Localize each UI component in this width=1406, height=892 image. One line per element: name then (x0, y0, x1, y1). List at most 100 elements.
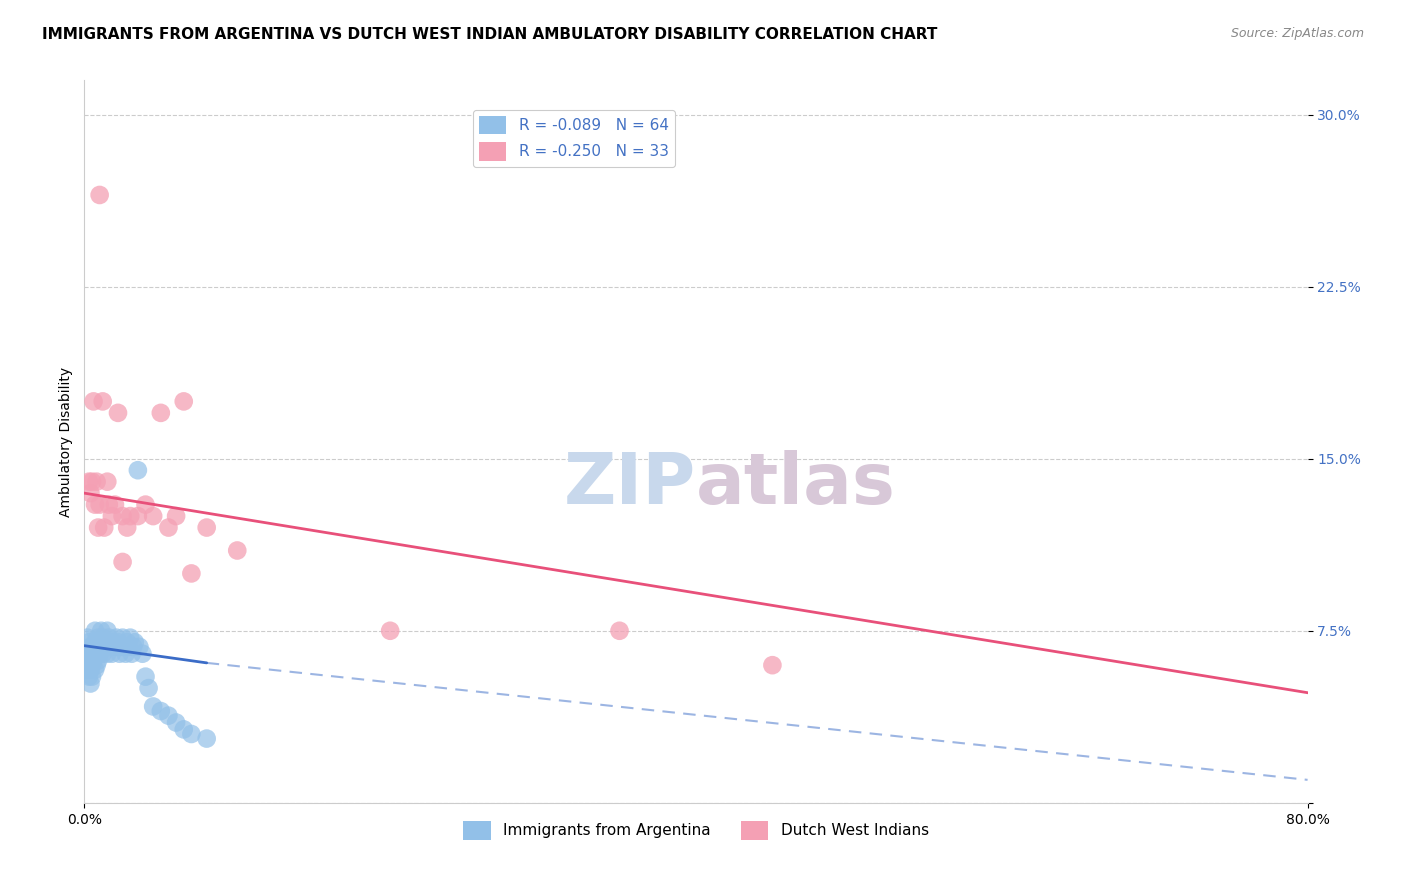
Point (110, 640, 132, 654)
Point (180, 566, 202, 581)
Text: Source: ZipAtlas.com: Source: ZipAtlas.com (1230, 27, 1364, 40)
Point (226, 543, 249, 558)
Point (75, 647, 97, 661)
Point (104, 640, 127, 654)
Point (84, 663, 107, 677)
Point (77, 635, 100, 649)
Point (80, 670, 103, 684)
Point (124, 635, 146, 649)
Point (118, 640, 141, 654)
Point (75, 663, 97, 677)
Point (76, 631, 98, 645)
Point (77, 654, 100, 668)
Point (87, 520, 110, 534)
Point (115, 520, 138, 534)
Point (83, 640, 105, 654)
Point (101, 509, 124, 524)
Point (121, 647, 143, 661)
Point (89, 647, 111, 661)
Point (112, 640, 135, 654)
Text: ZIP: ZIP (564, 450, 696, 519)
Point (114, 647, 136, 661)
Point (173, 723, 195, 737)
Point (84, 498, 107, 512)
Point (195, 731, 218, 746)
Point (84, 624, 107, 638)
Point (115, 635, 138, 649)
Y-axis label: Ambulatory Disability: Ambulatory Disability (59, 367, 73, 516)
Point (103, 635, 125, 649)
Point (86, 658, 108, 673)
Text: IMMIGRANTS FROM ARGENTINA VS DUTCH WEST INDIAN AMBULATORY DISABILITY CORRELATION: IMMIGRANTS FROM ARGENTINA VS DUTCH WEST … (42, 27, 938, 42)
Point (89, 498, 111, 512)
Point (101, 647, 124, 661)
Point (135, 670, 157, 684)
Point (111, 631, 134, 645)
Point (195, 520, 218, 534)
Point (107, 635, 129, 649)
Point (111, 555, 134, 569)
Point (180, 727, 202, 741)
Point (76, 647, 98, 661)
Point (80, 647, 103, 661)
Point (128, 640, 150, 654)
Point (98, 640, 121, 654)
Point (127, 463, 149, 477)
Point (122, 640, 145, 654)
Point (83, 654, 105, 668)
Point (86, 640, 108, 654)
Point (142, 699, 165, 714)
Point (87, 654, 110, 668)
Text: atlas: atlas (696, 450, 896, 519)
Point (165, 509, 187, 524)
Point (120, 631, 142, 645)
Point (89, 188, 111, 202)
Point (149, 704, 172, 718)
Point (138, 681, 160, 695)
Point (91, 394, 114, 409)
Point (157, 708, 180, 723)
Point (77, 670, 100, 684)
Point (80, 658, 103, 673)
Point (157, 520, 180, 534)
Point (96, 647, 118, 661)
Point (79, 676, 101, 690)
Point (79, 640, 101, 654)
Point (91, 631, 114, 645)
Point (120, 509, 142, 524)
Point (380, 624, 402, 638)
Point (93, 640, 115, 654)
Point (104, 498, 127, 512)
Point (90, 640, 112, 654)
Point (165, 715, 187, 730)
Point (84, 635, 107, 649)
Point (93, 520, 115, 534)
Point (83, 394, 105, 409)
Point (86, 647, 108, 661)
Point (135, 498, 157, 512)
Point (97, 498, 120, 512)
Point (86, 475, 108, 489)
Point (76, 658, 98, 673)
Point (79, 663, 101, 677)
Point (96, 475, 118, 489)
Point (87, 631, 110, 645)
Point (89, 635, 111, 649)
Point (761, 658, 783, 673)
Point (97, 631, 120, 645)
Point (173, 394, 195, 409)
Point (80, 475, 103, 489)
Point (142, 509, 165, 524)
Point (105, 631, 128, 645)
Point (111, 509, 134, 524)
Point (609, 624, 631, 638)
Point (79, 486, 101, 500)
Point (149, 406, 172, 420)
Point (77, 475, 100, 489)
Point (96, 624, 118, 638)
Point (91, 647, 114, 661)
Point (131, 647, 153, 661)
Point (90, 624, 112, 638)
Point (94, 635, 117, 649)
Point (108, 647, 131, 661)
